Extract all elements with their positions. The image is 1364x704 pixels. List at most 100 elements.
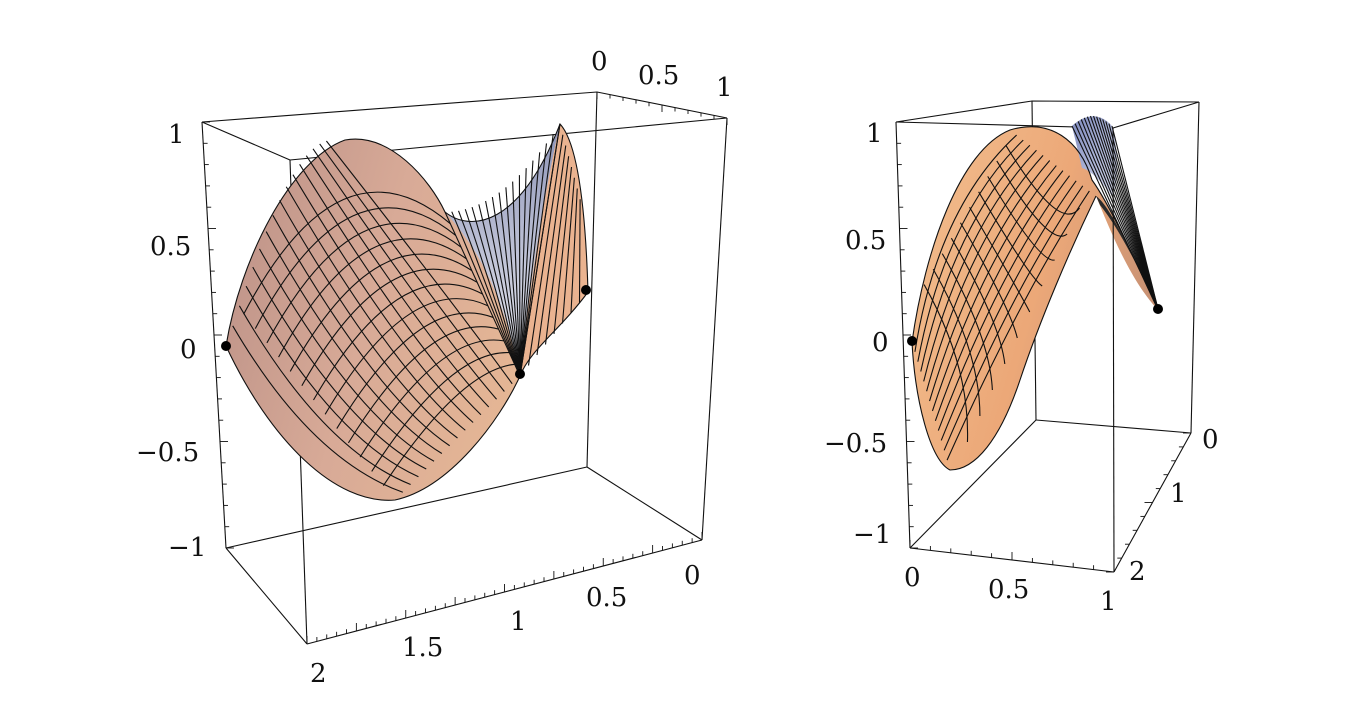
arch-mesh-line <box>1074 123 1159 310</box>
saddle-x-tick-labels: 0 0.5 1 <box>591 47 733 103</box>
saddle-mesh-line <box>527 134 564 366</box>
arch-mesh-line <box>987 176 1055 261</box>
saddle-mesh-line <box>252 266 427 470</box>
saddle-y-tick-label: 0.5 <box>586 583 627 613</box>
arch-z-tick-label: 0 <box>872 328 889 358</box>
saddle-mesh-line <box>371 352 510 472</box>
saddle-mesh-line <box>519 168 527 377</box>
saddle-mesh-line <box>265 231 443 454</box>
saddle-z-tick-label: 1 <box>168 120 185 150</box>
saddle-z-tick-labels: 1 0.5 0 −0.5 −1 <box>136 120 206 563</box>
arch-mesh-line <box>969 206 1031 313</box>
saddle-mesh-line <box>245 285 419 478</box>
saddle-mesh-line <box>570 188 578 314</box>
saddle-mesh-line <box>336 312 494 429</box>
arch-mesh-line <box>941 253 993 391</box>
saddle-x-tick-label: 0 <box>591 47 608 77</box>
arch-mesh-line <box>950 237 1006 365</box>
saddle-mesh-line <box>519 123 561 377</box>
arch-mesh-line <box>943 185 1084 451</box>
arch-mesh-line <box>1080 119 1159 310</box>
saddle-mesh-line <box>289 253 473 372</box>
saddle-surface-outline <box>225 122 589 501</box>
arch-mesh-line <box>940 180 1077 441</box>
arch-mesh-line <box>946 190 1090 461</box>
saddle-mesh-line <box>278 238 467 358</box>
saddle-mesh-line <box>254 207 457 329</box>
saddle-mesh-line <box>544 156 570 345</box>
saddle-mesh-line <box>451 211 521 377</box>
saddle-point-marker <box>221 341 231 351</box>
saddle-mesh-line <box>518 175 521 377</box>
saddle-point-marker <box>581 285 591 295</box>
arch-mesh-line <box>923 149 1037 382</box>
saddle-mesh-line <box>324 298 489 415</box>
arch-mesh-line <box>1111 125 1159 310</box>
saddle-mesh-line <box>505 187 521 377</box>
saddle-mesh-line <box>578 199 581 303</box>
saddle-y-tick-label: 2 <box>310 659 327 689</box>
arch-y-tick-label: 2 <box>1129 557 1146 587</box>
saddle-point-marker <box>515 369 525 379</box>
saddle-tick-marks <box>202 92 728 644</box>
saddle-x-tick-label: 1 <box>716 73 733 103</box>
saddle-mesh-line <box>285 186 466 431</box>
saddle-mesh-line <box>553 166 573 335</box>
saddle-plot: 1 0.5 0 −0.5 −1 0 0.5 1 0 0.5 1 1.5 2 <box>136 47 733 689</box>
saddle-mesh-line <box>312 148 497 400</box>
saddle-point-markers <box>221 285 591 379</box>
arch-point-marker <box>907 336 917 346</box>
arch-point-markers <box>907 304 1163 346</box>
saddle-mesh-line <box>325 140 513 385</box>
saddle-mesh-line <box>279 200 458 439</box>
saddle-mesh-line <box>347 326 499 444</box>
arch-z-tick-labels: 1 0.5 0 −0.5 −1 <box>824 119 891 550</box>
arch-mesh-line <box>996 160 1068 237</box>
saddle-z-tick-label: −1 <box>168 533 206 563</box>
arch-mesh-line <box>914 134 1017 352</box>
saddle-mesh-line <box>266 222 462 344</box>
arch-z-tick-label: 1 <box>866 119 883 149</box>
saddle-mesh-line <box>258 248 435 462</box>
saddle-mesh-line <box>471 206 521 377</box>
arch-z-tick-label: 0.5 <box>845 226 886 256</box>
saddle-mesh-line <box>491 196 521 377</box>
saddle-y-tick-label: 1 <box>510 607 527 637</box>
saddle-mesh-line <box>519 160 534 377</box>
saddle-mesh-line <box>243 191 451 315</box>
saddle-mesh-line <box>478 204 521 377</box>
saddle-z-tick-label: 0 <box>180 335 197 365</box>
saddle-mesh-line <box>272 215 450 447</box>
saddle-mesh-line <box>313 283 483 401</box>
saddle-mesh-line <box>444 211 521 377</box>
arch-x-tick-label: 0.5 <box>988 575 1029 605</box>
saddle-mesh-line <box>382 363 515 487</box>
saddle-mesh-line <box>299 164 482 416</box>
arch-z-tick-label: −0.5 <box>824 429 887 459</box>
saddle-mesh-line <box>485 200 521 377</box>
arch-mesh-line <box>917 139 1024 362</box>
saddle-mesh-line <box>519 133 554 377</box>
arch-surface-outline <box>911 126 1159 471</box>
arch-z-tick-label: −1 <box>853 520 891 550</box>
arch-mesh-line <box>923 284 969 443</box>
saddle-y-tick-label: 1.5 <box>402 633 443 663</box>
arch-point-marker <box>1153 304 1163 314</box>
saddle-mesh-line <box>359 339 505 458</box>
arch-mesh-line <box>932 268 981 417</box>
saddle-mesh-line <box>512 181 521 377</box>
saddle-z-tick-label: 0.5 <box>150 232 191 262</box>
arch-y-tick-labels: 0 1 2 <box>1129 425 1219 587</box>
saddle-mesh-line <box>498 192 521 377</box>
saddle-y-tick-label: 0 <box>684 561 701 591</box>
saddle-x-tick-label: 0.5 <box>638 61 679 91</box>
arch-mesh-line <box>934 170 1064 421</box>
arch-mesh <box>914 115 1159 461</box>
saddle-mesh-line <box>319 143 505 392</box>
arch-tick-marks <box>896 121 1191 573</box>
arch-mesh-line <box>1005 145 1080 215</box>
saddle-mesh-line <box>561 177 575 324</box>
saddle-mesh-line <box>519 143 548 377</box>
arch-mesh-line <box>931 165 1057 412</box>
